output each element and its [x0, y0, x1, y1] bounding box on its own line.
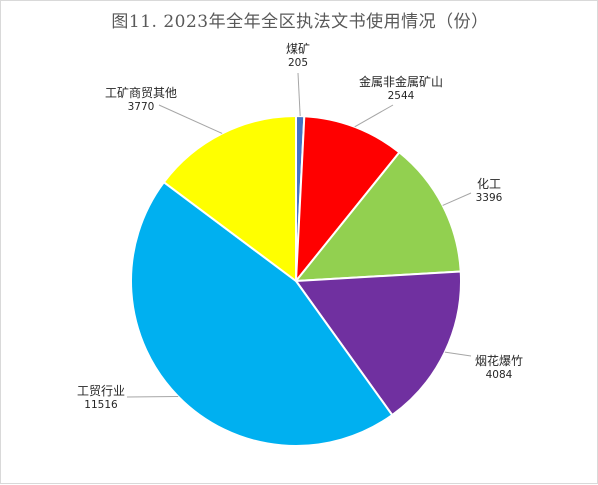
slice-label-value-1: 2544 — [388, 90, 415, 102]
leader-line-2 — [443, 193, 471, 205]
leader-line-0 — [298, 73, 300, 116]
slice-label-name-4: 工贸行业 — [77, 384, 125, 398]
leader-line-5 — [159, 105, 222, 133]
slice-label-value-0: 205 — [288, 57, 308, 69]
slice-label-value-2: 3396 — [476, 192, 503, 204]
leader-line-1 — [355, 105, 393, 127]
slice-label-value-4: 11516 — [84, 399, 118, 411]
slice-label-value-5: 3770 — [128, 101, 155, 113]
slice-label-name-1: 金属非金属矿山 — [359, 74, 443, 89]
slice-label-name-0: 煤矿 — [286, 42, 310, 56]
slice-label-value-3: 4084 — [486, 369, 513, 381]
slice-label-name-2: 化工 — [477, 177, 501, 191]
slice-label-name-3: 烟花爆竹 — [475, 353, 523, 368]
leader-line-3 — [445, 352, 471, 356]
slice-label-name-5: 工矿商贸其他 — [105, 85, 177, 100]
